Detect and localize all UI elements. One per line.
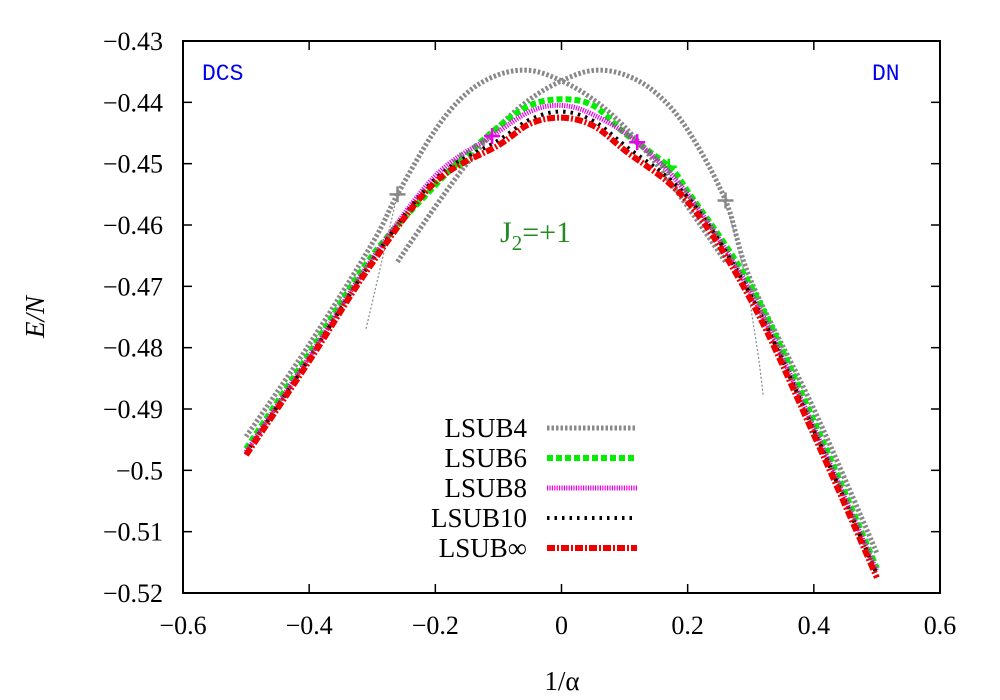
legend-label: LSUB8 <box>444 473 527 503</box>
j2-main: J <box>500 216 512 249</box>
legend-item: LSUB6 <box>444 443 637 473</box>
x-axis-title: 1/α <box>544 666 579 696</box>
y-axis-title: E/N <box>20 294 50 339</box>
legend-item: LSUB∞ <box>439 533 637 563</box>
y-tick-label: −0.49 <box>103 395 163 424</box>
series-line <box>243 114 880 579</box>
x-tick-label: −0.6 <box>159 611 206 640</box>
legend-item: LSUB10 <box>431 503 637 533</box>
j2-value: =+1 <box>522 216 571 249</box>
y-tick-label: −0.44 <box>103 88 163 117</box>
dn-label: DN <box>872 61 900 87</box>
x-tick-label: 0.6 <box>924 611 957 640</box>
plot-frame <box>182 40 941 594</box>
y-tick-label: −0.45 <box>103 150 163 179</box>
x-tick-label: 0.4 <box>798 611 831 640</box>
x-tick-label: 0.2 <box>671 611 704 640</box>
series-lsub6 <box>243 96 880 570</box>
y-tick-label: −0.52 <box>103 579 163 608</box>
series-tail <box>724 200 764 397</box>
series-line <box>243 102 880 573</box>
x-tick-label: 0 <box>555 611 568 640</box>
axis-ticks <box>182 40 941 594</box>
j2-annotation: J2=+1 <box>500 216 571 255</box>
y-tick-label: −0.51 <box>103 518 163 547</box>
legend-label: LSUB∞ <box>439 533 527 563</box>
y-tick-label: −0.47 <box>103 272 163 301</box>
dcs-label: DCS <box>202 61 243 87</box>
series-tail <box>365 194 399 330</box>
y-tick-label: −0.48 <box>103 334 163 363</box>
series-lsubinf <box>243 114 880 579</box>
j2-subscript: 2 <box>512 231 523 255</box>
y-tick-label: −0.5 <box>116 456 163 485</box>
legend-label: LSUB6 <box>444 443 527 473</box>
x-tick-label: −0.4 <box>286 611 333 640</box>
y-tick-labels: −0.43 −0.44 −0.45 −0.46 −0.47 −0.48 −0.49 −0.5 −… <box>103 27 163 608</box>
legend-label: LSUB4 <box>444 413 527 443</box>
y-tick-label: −0.46 <box>103 211 163 240</box>
y-tick-label: −0.43 <box>103 27 163 56</box>
x-tick-label: −0.2 <box>412 611 459 640</box>
x-tick-labels: −0.6 −0.4 −0.2 0 0.2 0.4 0.6 <box>159 611 956 640</box>
legend-label: LSUB10 <box>431 503 527 533</box>
series-lsub8 <box>243 102 880 573</box>
series-layer <box>243 67 880 579</box>
series-line <box>243 96 880 570</box>
legend-item: LSUB8 <box>444 473 637 503</box>
legend-item: LSUB4 <box>444 413 637 443</box>
series-lsub10 <box>244 109 879 576</box>
series-line <box>244 67 728 439</box>
series-line <box>244 109 879 576</box>
